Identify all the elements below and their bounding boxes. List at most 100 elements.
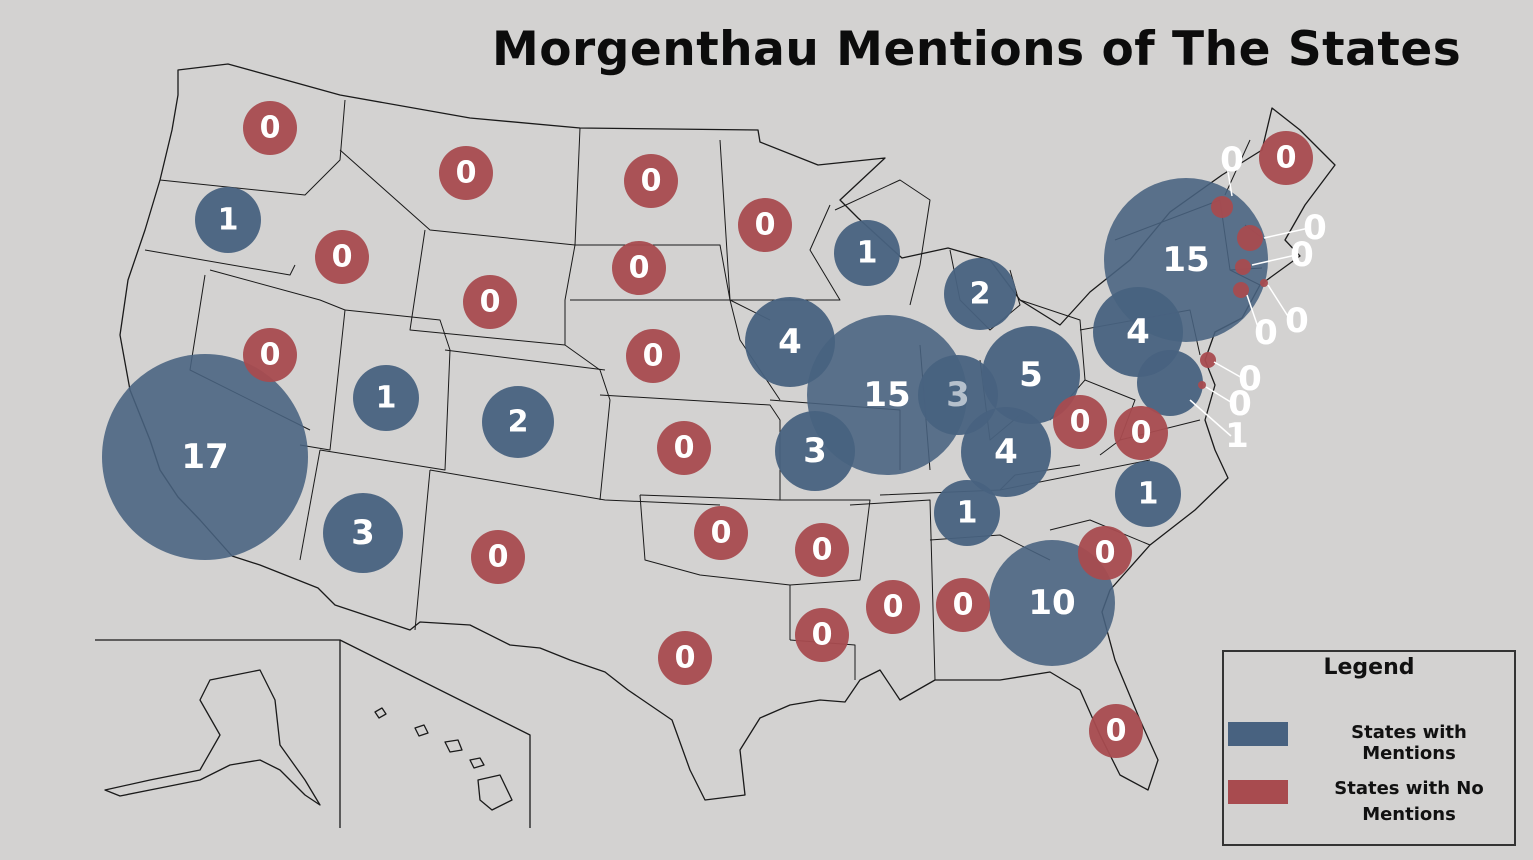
bubble-new-hampshire xyxy=(1237,225,1263,251)
label-oregon: 1 xyxy=(218,203,239,238)
bubble-arkansas xyxy=(795,523,849,577)
leader-delaware xyxy=(1205,386,1235,405)
bubble-connecticut xyxy=(1233,282,1249,298)
label-new-york: 15 xyxy=(1162,240,1209,280)
bubble-maryland xyxy=(1137,350,1203,416)
label-minnesota: 0 xyxy=(755,208,776,243)
label-massachusetts: 0 xyxy=(1290,235,1314,275)
label-kansas: 0 xyxy=(674,431,695,466)
bubble-nebraska xyxy=(626,329,680,383)
bubble-massachusetts xyxy=(1235,259,1251,275)
bubble-wyoming xyxy=(463,275,517,329)
label-ohio: 5 xyxy=(1019,355,1043,395)
legend-label-no-mentions: States with No Mentions xyxy=(1334,778,1484,825)
bubble-new-jersey xyxy=(1200,352,1216,368)
label-utah: 1 xyxy=(376,381,397,416)
bubble-rhode-island xyxy=(1260,279,1268,287)
bubble-south-dakota xyxy=(612,241,666,295)
label-michigan: 2 xyxy=(970,277,991,312)
label-iowa: 4 xyxy=(778,322,802,362)
bubble-florida xyxy=(1089,704,1143,758)
label-louisiana: 0 xyxy=(812,618,833,653)
label-illinois: 15 xyxy=(863,375,910,415)
leader-lines xyxy=(1189,159,1310,437)
label-north-dakota: 0 xyxy=(641,164,662,199)
label-maryland: 1 xyxy=(1225,416,1249,456)
label-south-dakota: 0 xyxy=(629,251,650,286)
label-kentucky: 4 xyxy=(994,432,1018,472)
map-title: Morgenthau Mentions of The States xyxy=(492,22,1462,77)
hawaii-inset xyxy=(374,707,513,811)
bubble-layer xyxy=(102,101,1313,758)
legend-swatch-mentions xyxy=(1228,722,1288,746)
label-maine: 0 xyxy=(1276,141,1297,176)
label-texas: 0 xyxy=(675,641,696,676)
bubble-utah xyxy=(353,365,419,431)
bubble-georgia xyxy=(989,540,1115,666)
leader-rhode-island xyxy=(1267,284,1292,322)
label-pennsylvania: 4 xyxy=(1126,312,1150,352)
label-nevada: 0 xyxy=(260,338,281,373)
label-new-mexico: 0 xyxy=(488,540,509,575)
bubble-missouri xyxy=(775,411,855,491)
bubble-new-mexico xyxy=(471,530,525,584)
bubble-nevada xyxy=(243,328,297,382)
label-wisconsin: 1 xyxy=(857,236,878,271)
bubble-indiana xyxy=(918,355,998,435)
leader-maryland xyxy=(1189,399,1232,437)
bubble-vermont xyxy=(1211,196,1233,218)
bubble-alabama xyxy=(936,578,990,632)
bubble-arizona xyxy=(323,493,403,573)
label-oklahoma: 0 xyxy=(711,516,732,551)
label-florida: 0 xyxy=(1106,714,1127,749)
label-indiana: 3 xyxy=(946,375,970,415)
bubble-west-virginia xyxy=(1053,395,1107,449)
bubble-california xyxy=(102,354,308,560)
label-rhode-island: 0 xyxy=(1285,301,1309,341)
legend-swatch-no-mentions xyxy=(1228,780,1288,804)
bubble-washington xyxy=(243,101,297,155)
bubble-idaho xyxy=(315,230,369,284)
label-wyoming: 0 xyxy=(480,285,501,320)
legend-title: Legend xyxy=(1323,655,1415,680)
label-south-carolina: 0 xyxy=(1095,536,1116,571)
legend: Legend States with Mentions States with … xyxy=(1222,650,1516,846)
bubble-kansas xyxy=(657,421,711,475)
bubble-oklahoma xyxy=(694,506,748,560)
legend-label-mentions: States with Mentions xyxy=(1351,722,1467,764)
label-connecticut: 0 xyxy=(1254,313,1278,353)
label-montana: 0 xyxy=(456,156,477,191)
label-new-hampshire: 0 xyxy=(1303,208,1327,248)
bubble-mississippi xyxy=(866,580,920,634)
leader-massachusetts xyxy=(1251,254,1297,266)
bubble-north-carolina xyxy=(1115,461,1181,527)
label-colorado: 2 xyxy=(508,405,529,440)
bubble-delaware xyxy=(1198,381,1206,389)
bubble-maine xyxy=(1259,131,1313,185)
bubble-ohio xyxy=(982,326,1080,424)
label-north-carolina: 1 xyxy=(1138,477,1159,512)
label-nebraska: 0 xyxy=(643,339,664,374)
bubble-michigan xyxy=(944,258,1016,330)
bubble-minnesota xyxy=(738,198,792,252)
bubble-kentucky xyxy=(961,407,1051,497)
label-new-jersey: 0 xyxy=(1238,359,1262,399)
bubble-tennessee xyxy=(934,480,1000,546)
bubble-wisconsin xyxy=(834,220,900,286)
label-arkansas: 0 xyxy=(812,533,833,568)
label-idaho: 0 xyxy=(332,240,353,275)
label-california: 17 xyxy=(181,437,228,477)
leader-new-hampshire xyxy=(1263,227,1310,239)
bubble-colorado xyxy=(482,386,554,458)
bubble-virginia xyxy=(1114,406,1168,460)
alaska-inset xyxy=(95,639,531,828)
label-georgia: 10 xyxy=(1028,583,1075,623)
label-alabama: 0 xyxy=(953,588,974,623)
bubble-iowa xyxy=(745,297,835,387)
bubble-oregon xyxy=(195,187,261,253)
bubble-montana xyxy=(439,146,493,200)
leader-new-jersey xyxy=(1213,361,1245,380)
